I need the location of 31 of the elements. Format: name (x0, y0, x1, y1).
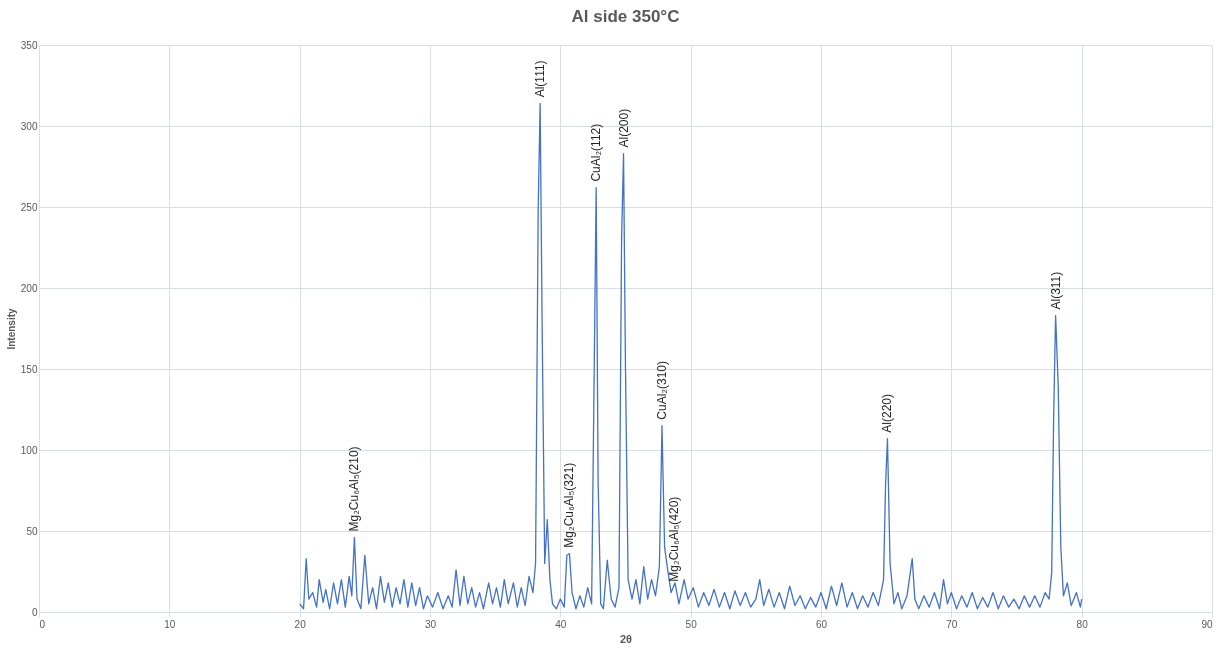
annotation: Mg₂Cu₆Al₅(210) (347, 446, 362, 532)
annotation: Al(220) (880, 393, 895, 433)
annotation: Al(111) (533, 60, 548, 98)
annotation: CuAl₂(112) (589, 123, 604, 182)
y-tick-label: 200 (20, 282, 38, 294)
y-tick-label: 100 (20, 444, 38, 456)
x-tick-label: 10 (164, 618, 176, 630)
annotation: CuAl₂(310) (654, 361, 669, 420)
x-axis-title: 2θ (619, 632, 633, 645)
y-tick-label: 50 (26, 525, 38, 537)
chart-title: Al side 350°C (571, 7, 680, 26)
x-tick-label: 40 (555, 618, 567, 630)
y-tick-label: 300 (20, 120, 38, 132)
x-tick-label: 60 (815, 618, 828, 630)
y-axis-title: Intensity (5, 308, 17, 350)
x-tick-label: 90 (1201, 618, 1213, 630)
x-tick-label: 70 (946, 618, 958, 630)
y-tick-label: 150 (20, 363, 38, 375)
annotation: Al(200) (616, 108, 631, 148)
y-tick-label: 250 (20, 201, 38, 213)
annotation: Mg₂Cu₆Al₅(321) (562, 462, 577, 548)
x-tick-label: 80 (1076, 618, 1089, 630)
line-series (299, 102, 1083, 610)
y-tick-label: 350 (20, 39, 38, 51)
x-tick-label: 30 (424, 618, 437, 630)
x-tick-label: 0 (39, 618, 46, 630)
x-tick-label: 20 (294, 618, 307, 630)
x-tick-label: 50 (685, 618, 698, 630)
y-tick-label: 0 (31, 606, 38, 618)
annotation: Mg₂Cu₆Al₅(420) (666, 496, 681, 582)
annotation: Al(311) (1048, 271, 1063, 310)
